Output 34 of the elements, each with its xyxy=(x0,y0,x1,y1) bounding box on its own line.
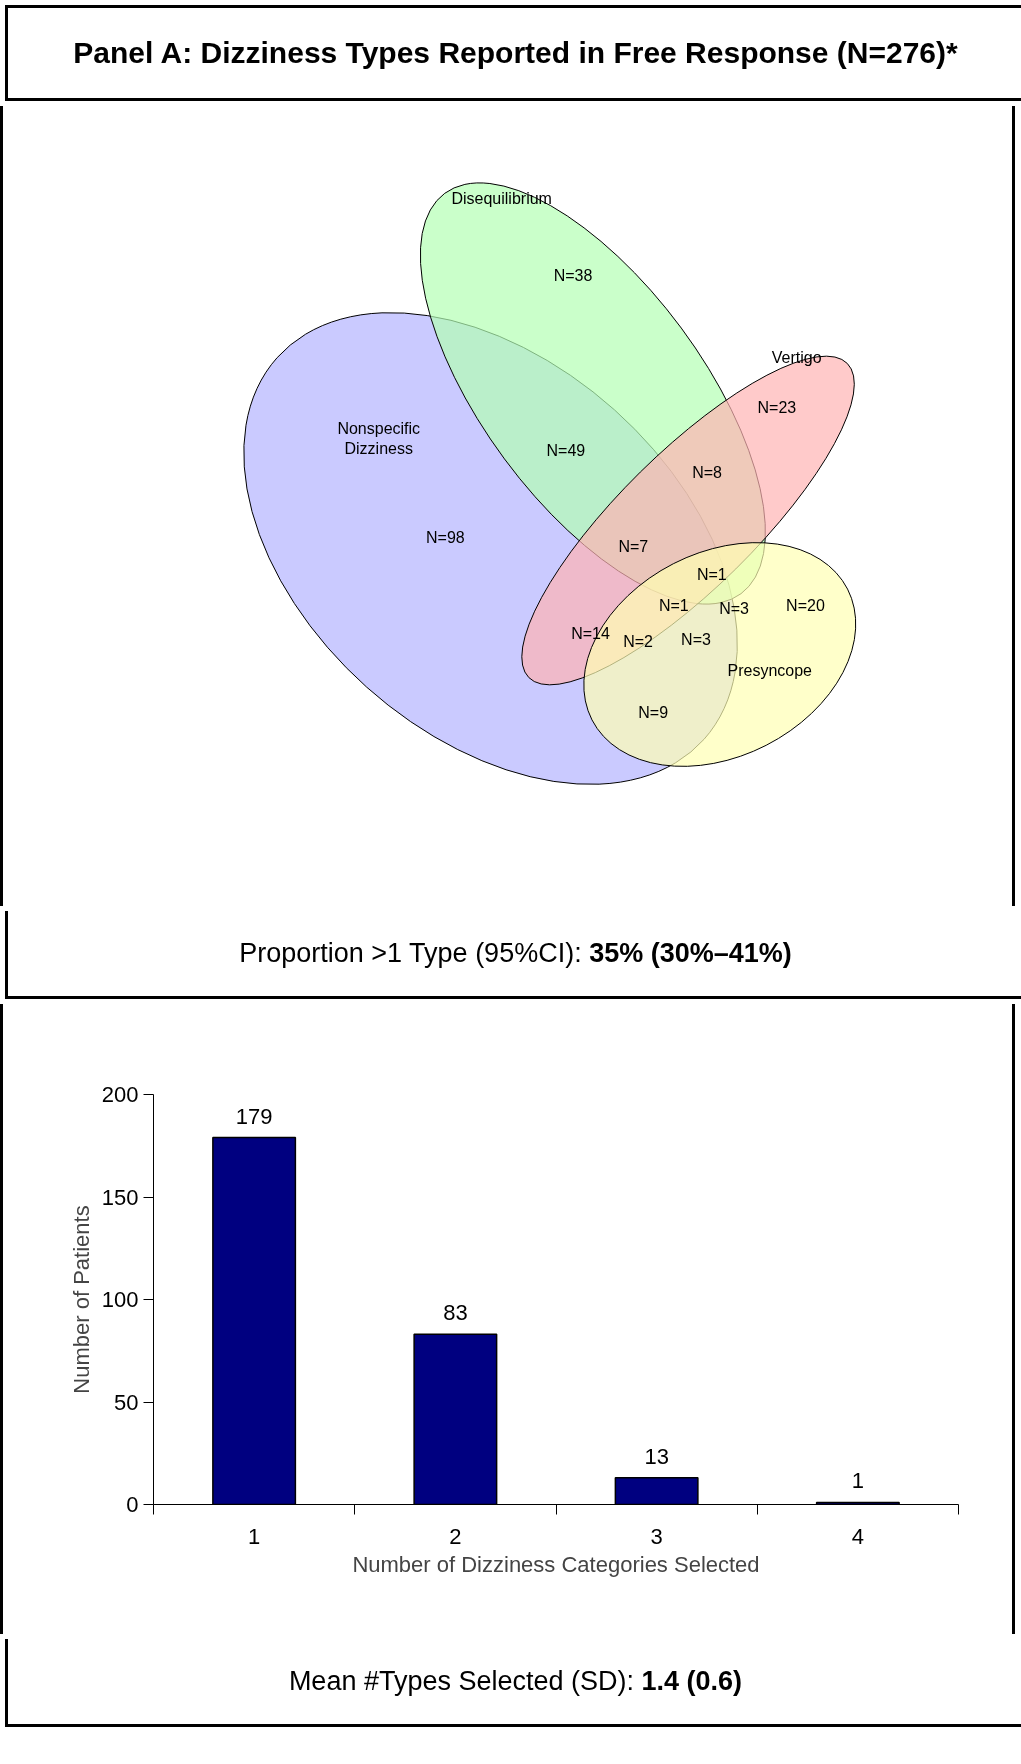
text: N=7 xyxy=(618,538,649,555)
text: N=20 xyxy=(786,597,825,614)
category-label: Vertigo xyxy=(771,349,822,366)
text: N=2 xyxy=(623,633,654,650)
text: N=1 xyxy=(658,597,689,614)
y-tick-label: 150 xyxy=(101,1184,139,1210)
x-tick-label: 4 xyxy=(851,1523,865,1549)
y-axis-title: Number of Patients xyxy=(68,1205,94,1394)
y-tick-label: 50 xyxy=(114,1389,139,1415)
category-label: Nonspecific Dizziness xyxy=(337,419,421,458)
y-tick-label: 200 xyxy=(101,1082,139,1107)
x-tick-label: 2 xyxy=(449,1523,462,1549)
x-axis-title: Number of Dizziness Categories Selected xyxy=(352,1551,760,1577)
text: N=1 xyxy=(696,566,727,583)
data-label: 13 xyxy=(644,1443,669,1469)
text: N=38 xyxy=(553,267,593,284)
y-tick-label: 0 xyxy=(126,1492,139,1517)
text: N=98 xyxy=(426,529,465,546)
text: Mean #Types Selected (SD): 1.4 (0.6) xyxy=(288,1665,743,1699)
x-tick-label: 3 xyxy=(650,1523,663,1549)
text: Proportion >1 Type (95%CI): 35% (30%–41%) xyxy=(239,937,792,971)
text: N=3 xyxy=(681,631,711,648)
y-tick-label: 100 xyxy=(101,1287,139,1312)
text: N=9 xyxy=(638,704,669,721)
data-label: 179 xyxy=(235,1103,273,1129)
category-label: Presyncope xyxy=(727,662,813,679)
x-tick-label: 1 xyxy=(248,1523,261,1549)
data-label: 1 xyxy=(851,1468,865,1494)
data-label: 83 xyxy=(443,1300,468,1326)
text: N=8 xyxy=(692,464,723,481)
text: Panel A: Dizziness Types Reported in Free Response (N=276)* xyxy=(73,35,958,69)
text: N=23 xyxy=(757,399,797,416)
text: N=3 xyxy=(719,600,750,617)
text: N=49 xyxy=(546,442,586,459)
